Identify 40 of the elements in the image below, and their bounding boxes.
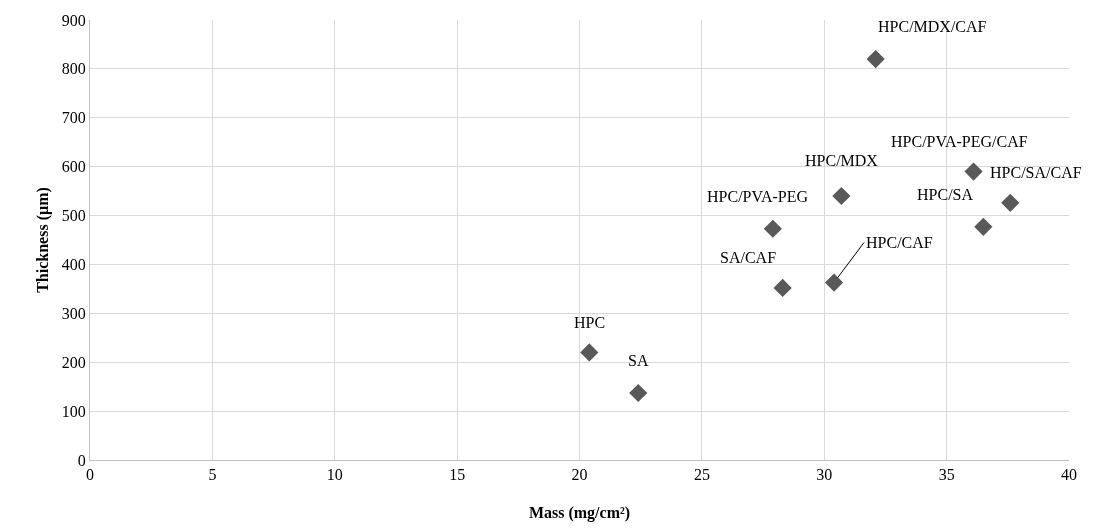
x-tick-label: 5 [208, 466, 217, 484]
x-tick-label: 25 [693, 466, 710, 484]
y-tick-label: 0 [77, 451, 86, 469]
point [974, 217, 993, 236]
annotation: HPC/MDX/CAF [878, 18, 987, 35]
point [763, 219, 782, 238]
x-tick-label: 15 [449, 466, 466, 484]
point [866, 50, 885, 69]
point [629, 383, 648, 403]
point [964, 162, 983, 181]
annotation: HPC/PVA-PEG [707, 188, 809, 205]
annotation: HPC/SA/CAF [990, 164, 1082, 181]
annotation: HPC/SA [917, 186, 974, 203]
point [824, 273, 844, 292]
y-tick-label: 800 [61, 60, 86, 78]
y-axis-title: Thickness (µm) [34, 187, 52, 293]
y-tick-label: 200 [61, 353, 86, 371]
x-tick-label: 30 [816, 466, 833, 484]
point [773, 278, 792, 298]
y-tick-label: 100 [61, 402, 86, 420]
x-tick-label: 35 [938, 466, 955, 484]
annotation: SA [628, 352, 649, 369]
annotation: HPC/CAF [866, 234, 933, 251]
annotation: HPC/MDX [805, 152, 879, 169]
x-axis-title: Mass (mg/cm²) [528, 504, 631, 522]
x-tick-label: 20 [571, 466, 588, 484]
point [580, 343, 599, 362]
annotation: HPC/PVA-PEG/CAF [891, 133, 1028, 150]
y-tick-label: 600 [61, 158, 86, 176]
y-tick-label: 700 [61, 109, 86, 127]
x-tick-label: 10 [326, 466, 343, 484]
y-tick-label: 500 [61, 207, 86, 225]
point [1001, 193, 1020, 212]
y-tick-label: 900 [61, 11, 86, 29]
annotation: HPC [574, 314, 606, 331]
annotation: SA/CAF [720, 249, 777, 266]
x-tick-label: 40 [1061, 466, 1077, 484]
y-tick-label: 300 [61, 304, 86, 322]
y-tick-label: 400 [61, 256, 86, 274]
point [832, 186, 851, 206]
